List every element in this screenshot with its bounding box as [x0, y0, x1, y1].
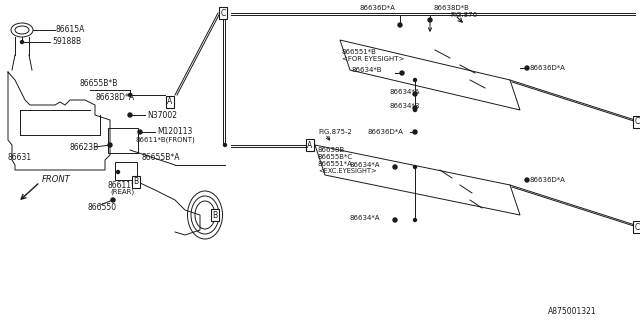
- Text: 866551*A: 866551*A: [318, 161, 353, 167]
- Text: A875001321: A875001321: [548, 308, 596, 316]
- Text: <EXC.EYESIGHT>: <EXC.EYESIGHT>: [318, 168, 376, 174]
- Circle shape: [413, 165, 417, 169]
- Circle shape: [413, 219, 417, 221]
- Text: C: C: [634, 222, 639, 231]
- Text: 86655B*B: 86655B*B: [80, 78, 118, 87]
- Circle shape: [128, 113, 132, 117]
- Text: 86636D*A: 86636D*A: [360, 5, 396, 11]
- Circle shape: [138, 130, 142, 134]
- Circle shape: [108, 143, 112, 147]
- Text: 866551*B: 866551*B: [342, 49, 377, 55]
- Text: 86623B: 86623B: [70, 142, 99, 151]
- Text: 866550: 866550: [88, 204, 117, 212]
- Circle shape: [413, 92, 417, 96]
- Text: FIG.870: FIG.870: [450, 12, 477, 18]
- Text: FIG.875-2: FIG.875-2: [318, 129, 352, 135]
- Circle shape: [393, 165, 397, 169]
- Text: <FOR EYESIGHT>: <FOR EYESIGHT>: [342, 56, 404, 62]
- Text: 86636D*A: 86636D*A: [530, 177, 566, 183]
- Text: 86638B: 86638B: [318, 147, 345, 153]
- Text: 86634*A: 86634*A: [350, 162, 381, 168]
- Text: C: C: [634, 117, 639, 126]
- Text: N37002: N37002: [147, 110, 177, 119]
- Text: 59188B: 59188B: [52, 37, 81, 46]
- Text: 86611*A: 86611*A: [108, 181, 141, 190]
- Text: 86634*B: 86634*B: [352, 67, 383, 73]
- Text: 86655B*A: 86655B*A: [142, 153, 180, 162]
- Circle shape: [111, 198, 115, 202]
- Text: 86636D*A: 86636D*A: [530, 65, 566, 71]
- Circle shape: [525, 66, 529, 70]
- Circle shape: [400, 71, 404, 75]
- Text: 86634*A: 86634*A: [350, 215, 381, 221]
- Circle shape: [223, 143, 227, 147]
- Bar: [108, 128, 138, 153]
- Text: B: B: [133, 178, 139, 187]
- Text: A: A: [307, 140, 312, 149]
- Text: C: C: [220, 9, 226, 18]
- Circle shape: [428, 18, 432, 22]
- Circle shape: [129, 93, 131, 97]
- Circle shape: [393, 218, 397, 222]
- Circle shape: [413, 108, 417, 111]
- Text: FRONT: FRONT: [42, 175, 71, 185]
- Text: 86655B*C: 86655B*C: [318, 154, 353, 160]
- Text: 86638D*A: 86638D*A: [95, 93, 134, 102]
- Text: (REAR): (REAR): [110, 189, 134, 195]
- Circle shape: [525, 178, 529, 182]
- Circle shape: [413, 106, 417, 110]
- Text: 86631: 86631: [8, 153, 32, 162]
- Circle shape: [116, 171, 120, 173]
- Text: 86615A: 86615A: [56, 26, 85, 35]
- Bar: [115, 162, 137, 180]
- Circle shape: [20, 41, 24, 44]
- Text: 86638D*B: 86638D*B: [433, 5, 469, 11]
- Circle shape: [413, 78, 417, 82]
- Text: 86634*B: 86634*B: [390, 103, 420, 109]
- Text: 86636D*A: 86636D*A: [368, 129, 404, 135]
- Circle shape: [413, 130, 417, 134]
- Text: B: B: [212, 211, 218, 220]
- Text: 86634*A: 86634*A: [390, 89, 420, 95]
- Text: 86611*B(FRONT): 86611*B(FRONT): [135, 137, 195, 143]
- Text: M120113: M120113: [157, 127, 193, 137]
- Circle shape: [398, 23, 402, 27]
- Text: A: A: [168, 98, 173, 107]
